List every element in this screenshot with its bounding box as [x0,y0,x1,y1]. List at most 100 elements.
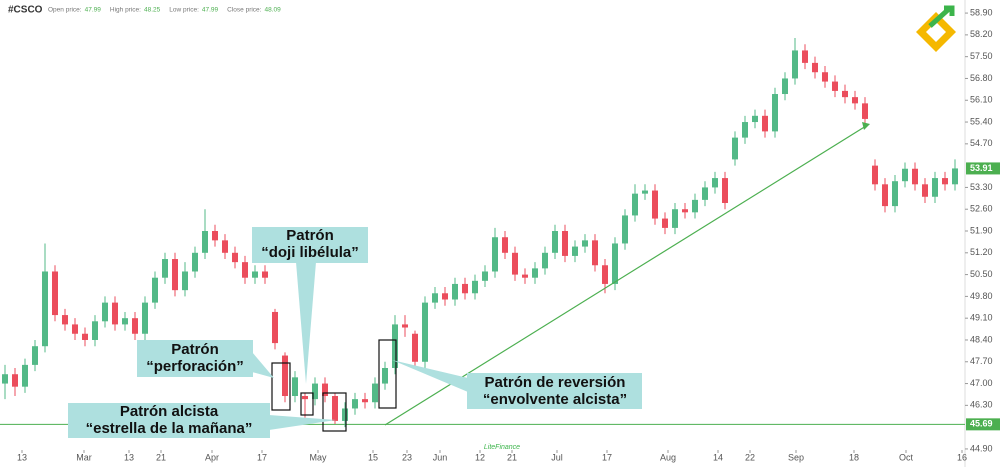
candle-body [232,252,238,263]
candle-body [162,259,168,278]
candle-body [212,231,218,241]
candle-body [502,237,508,253]
candle-body [22,364,28,387]
header-label: Low price: [169,7,199,14]
candle-body [382,367,388,384]
candle-body [682,209,688,213]
y-tick-label: 52.60 [970,204,993,214]
trend-arrow [862,122,870,130]
annotation-line: Patrón [286,227,334,244]
x-tick-label: 13 [124,452,134,462]
price-label: 53.91 [970,163,993,173]
y-tick-label: 56.10 [970,95,993,105]
x-tick-label: Mar [76,452,92,462]
y-tick-label: 46.30 [970,400,993,410]
candle-body [832,81,838,91]
candle-body [112,302,118,325]
candle-body [742,122,748,138]
candle-body [762,115,768,132]
pattern-box [378,339,397,409]
candle-body [712,178,718,188]
annotation-line: “envolvente alcista” [483,391,627,408]
x-tick-label: 17 [257,452,267,462]
y-tick-label: 44.90 [970,443,993,453]
callout-box [252,227,368,263]
candle-body [312,383,318,400]
candle-body [922,184,928,197]
y-tick-label: 58.90 [970,7,993,17]
candle-body [352,399,358,409]
ohlc-header: Open price: 47.99 High price: 48.25 Low pric… [48,7,281,14]
candle-body [722,178,728,203]
y-tick-label: 54.70 [970,138,993,148]
candle-body [412,333,418,362]
candle-body [432,293,438,303]
callout-pointer [252,352,274,378]
candle-body [422,302,428,362]
candle-body [62,315,68,325]
annotation-texts: Patrón “doji libélula” Patrón “perforaci… [86,227,627,437]
candle-body [252,271,258,278]
candle-body [132,318,138,334]
candle-body [402,324,408,328]
candle-body [222,240,228,253]
candle-body [472,280,478,294]
header-value: 48.09 [264,7,281,14]
candle-body [522,274,528,278]
candle-body [792,50,798,79]
pattern-boxes [271,339,397,432]
header-value: 47.99 [202,7,219,14]
candle-body [932,178,938,197]
x-tick-label: Jul [551,452,563,462]
callouts [68,227,642,438]
candle-body [852,97,858,104]
annotation-line: Patrón [171,341,219,358]
candle-body [652,190,658,219]
candle-body [282,355,288,397]
candle-body [692,199,698,213]
candle-body [542,252,548,269]
candle-body [532,268,538,278]
header-value: 48.25 [144,7,161,14]
y-tick-label: 57.50 [970,51,993,61]
x-tick-label: 17 [602,452,612,462]
trend-line [384,125,867,426]
y-tick-label: 58.20 [970,29,993,39]
y-tick-label: 53.30 [970,182,993,192]
candle-body [322,383,328,397]
header-label: Close price: [227,7,262,14]
y-tick-label: 55.40 [970,116,993,126]
header-label: High price: [110,7,141,14]
candle-body [492,237,498,272]
x-tick-label: 21 [156,452,166,462]
annotation-line: Patrón de reversión [485,374,626,391]
candle-body [142,302,148,334]
candle-body [452,283,458,300]
candle-body [332,396,338,421]
callout-box [68,403,270,438]
candle-body [892,181,898,207]
candle-body [562,231,568,256]
candle-body [702,187,708,200]
candle-body [262,271,268,278]
y-tick-label: 47.70 [970,356,993,366]
candle-body [362,399,368,403]
candle-body [12,374,18,387]
price-label: 45.69 [970,419,993,429]
x-tick-label: 14 [713,452,723,462]
y-tick-label: 49.80 [970,291,993,301]
candle-body [202,231,208,253]
candle-body [292,377,298,397]
candle-body [2,374,8,384]
pattern-box [271,362,291,411]
candle-body [392,324,398,368]
annotation-line: “estrella de la mañana” [86,420,253,437]
callout-pointer [296,262,316,384]
candle-body [662,218,668,228]
candle-body [482,271,488,281]
candle-body [882,184,888,207]
y-tick-label: 49.10 [970,313,993,323]
candle-body [302,396,308,400]
